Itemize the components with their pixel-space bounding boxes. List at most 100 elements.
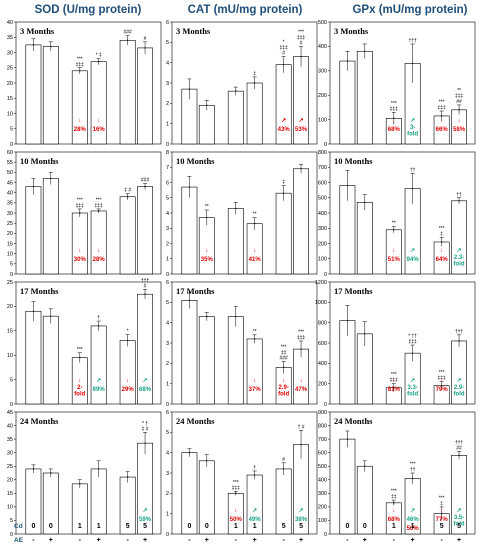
change-percent: fold	[454, 262, 465, 268]
y-tick-label: 200	[318, 381, 327, 387]
mean-point	[144, 47, 146, 49]
mean-point	[126, 196, 129, 198]
change-arrow: ↓	[78, 378, 81, 384]
bar	[71, 212, 88, 275]
bar	[356, 50, 373, 145]
mean-point	[440, 115, 443, 117]
significance-mark: †	[97, 315, 100, 321]
mean-point	[206, 104, 208, 107]
significance-mark: ‡	[440, 501, 443, 507]
y-tick-label: 40	[7, 20, 13, 26]
change-percent: 2.9-	[454, 385, 464, 391]
bar	[246, 82, 263, 145]
bar	[181, 299, 198, 405]
y-tick-label: 400	[318, 211, 327, 217]
change-percent: 59%	[139, 517, 152, 523]
significance-mark: ***	[410, 462, 416, 468]
change-arrow: ↗	[457, 248, 462, 254]
y-tick-label: 35	[7, 201, 13, 207]
mean-point	[206, 460, 208, 462]
bar	[227, 316, 244, 405]
y-tick-label: 400	[318, 44, 327, 50]
change-arrow: ↓	[78, 118, 81, 124]
change-percent: 2.3-	[454, 255, 464, 261]
mean-point	[393, 502, 395, 504]
significance-mark: ‡	[282, 180, 285, 186]
y-tick-label: 25	[7, 280, 13, 286]
significance-mark: ***	[298, 329, 304, 335]
panel-title: 24 Months	[334, 416, 373, 426]
significance-mark: ***	[439, 226, 445, 232]
significance-mark: #	[282, 457, 285, 463]
mean-point	[97, 60, 100, 63]
significance-mark: ‡‡‡	[390, 106, 399, 112]
bar	[246, 338, 263, 405]
mean-point	[282, 63, 285, 66]
mean-point	[300, 443, 302, 446]
mean-point	[97, 210, 100, 212]
significance-mark: ***	[298, 29, 304, 35]
ae-value: +	[143, 537, 147, 544]
y-tick-label: 2	[166, 491, 169, 497]
significance-mark: ***	[391, 489, 397, 495]
change-arrow: ↓	[300, 378, 303, 384]
significance-mark: ‡‡‡	[437, 376, 446, 382]
y-tick-label: 6	[166, 180, 169, 186]
y-tick-label: 6	[166, 20, 169, 26]
panel-title: 17 Months	[176, 286, 215, 296]
mean-point	[235, 492, 237, 495]
bar	[181, 186, 198, 275]
change-arrow: ↓	[253, 378, 256, 384]
mean-point	[440, 241, 443, 243]
significance-mark: * ‡	[96, 53, 102, 59]
panel-gpx-3: 24 Months0100200300400500600700800900***…	[318, 410, 476, 544]
change-arrow: ↓	[78, 248, 81, 254]
y-tick-label: 4	[166, 60, 169, 66]
panel-title: 17 Months	[334, 286, 373, 296]
bar	[339, 438, 356, 535]
change-arrow: ↓	[440, 118, 443, 124]
significance-mark: †††	[408, 38, 417, 44]
mean-point	[235, 90, 237, 92]
y-tick-label: 3	[166, 471, 169, 477]
treatment-design: Cd AE	[14, 523, 24, 544]
cd-value: 0	[345, 523, 349, 530]
mean-point	[188, 186, 191, 188]
ae-value: -	[188, 537, 191, 544]
y-tick-label: 55	[7, 160, 13, 166]
y-tick-label: 2	[166, 241, 169, 247]
y-tick-label: 700	[318, 165, 327, 171]
ae-value: +	[411, 537, 415, 544]
significance-mark: ‡‡‡	[437, 105, 446, 111]
mean-point	[393, 117, 395, 120]
cd-value: 0	[49, 523, 53, 530]
change-percent: fold	[454, 522, 465, 528]
significance-mark: †††	[141, 278, 150, 284]
y-tick-label: 0	[166, 532, 169, 538]
panel-title: 3 Months	[176, 26, 211, 36]
change-percent: 79%	[436, 387, 449, 393]
mean-point	[282, 468, 285, 470]
mean-point	[188, 88, 191, 90]
mean-point	[282, 366, 285, 369]
cd-value: 5	[282, 523, 286, 530]
panel-title: 3 Months	[334, 26, 369, 36]
significance-mark: ###	[279, 355, 288, 361]
ae-value: -	[235, 537, 238, 544]
y-tick-label: 0	[324, 272, 327, 278]
mean-point	[346, 60, 349, 62]
mean-point	[300, 55, 302, 58]
significance-mark: ##	[456, 445, 462, 451]
y-tick-label: 25	[7, 464, 13, 470]
y-tick-label: 300	[318, 69, 327, 75]
y-tick-label: 15	[7, 241, 13, 247]
y-tick-label: 800	[318, 423, 327, 429]
y-tick-label: 10	[7, 251, 13, 257]
y-tick-label: 20	[7, 231, 13, 237]
significance-mark: ‡‡	[391, 494, 397, 500]
bar	[119, 39, 136, 145]
y-tick-label: 10	[7, 353, 13, 359]
y-tick-label: 30	[7, 50, 13, 56]
